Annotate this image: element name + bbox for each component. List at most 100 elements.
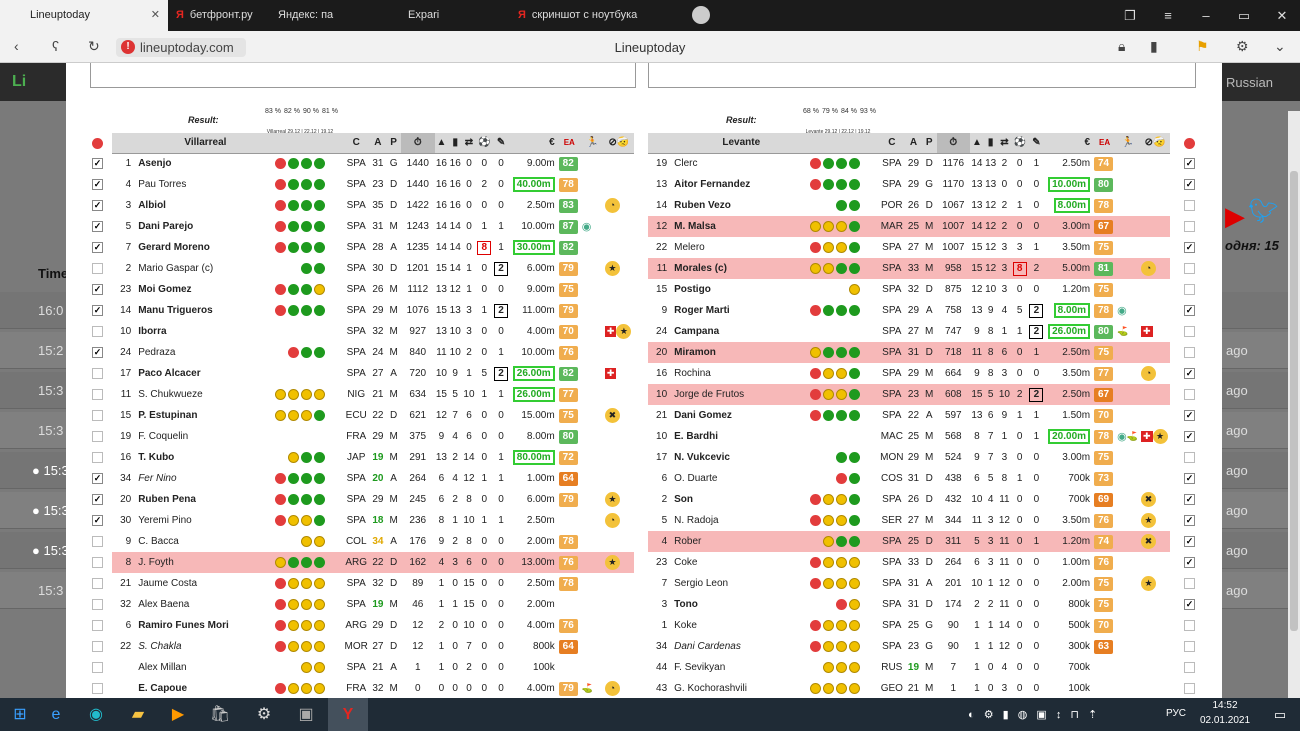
player-row[interactable]: 44 F. Sevikyan RUS 19 M 7 1 0 4 0 0 700k bbox=[648, 657, 1170, 678]
player-row[interactable]: 22 S. Chakla MOR 27 D 12 1 0 7 0 0 800k 64 bbox=[112, 636, 634, 657]
player-row[interactable]: 12 M. Malsa MAR 25 M 1007 14 12 2 0 0 3.00m 67 bbox=[648, 216, 1170, 237]
player-row[interactable]: E. Capoue FRA 32 M 0 0 0 0 0 0 4.00m 79 ⛳ ◔ bbox=[112, 678, 634, 698]
player-row[interactable]: 4 Rober SPA 25 D 311 5 3 11 0 1 1.20m 74 ✖ bbox=[648, 531, 1170, 552]
back-icon[interactable]: ‹ bbox=[14, 38, 19, 54]
page-scrollbar[interactable] bbox=[1288, 111, 1300, 698]
youtube-icon[interactable]: ▶ bbox=[1225, 201, 1245, 231]
player-row[interactable]: 30 Yeremi Pino SPA 18 M 236 8 1 10 1 1 2.50m ◔ bbox=[112, 510, 634, 531]
player-name[interactable]: Yeremi Pino bbox=[137, 510, 274, 531]
player-select-checkbox[interactable] bbox=[1184, 452, 1195, 463]
player-name[interactable]: Dani Parejo bbox=[137, 216, 274, 237]
notifications-icon[interactable]: ▭ bbox=[1273, 707, 1287, 722]
player-row[interactable]: 14 Ruben Vezo POR 26 D 1067 13 12 2 1 0 8.00m 78 bbox=[648, 195, 1170, 216]
player-name[interactable]: Mario Gaspar (c) bbox=[137, 258, 274, 279]
player-name[interactable]: Alex Baena bbox=[137, 594, 274, 615]
input-language[interactable]: РУС bbox=[1166, 708, 1187, 719]
player-row[interactable]: 23 Moi Gomez SPA 26 M 1112 13 12 1 0 0 9.00m 75 bbox=[112, 279, 634, 300]
player-name[interactable]: Dani Gomez bbox=[673, 405, 810, 426]
player-name[interactable]: Roger Marti bbox=[673, 300, 810, 321]
twitter-icon[interactable]: 🐦︎ bbox=[1248, 198, 1279, 225]
player-name[interactable]: Alex Millan bbox=[137, 657, 274, 678]
store-icon[interactable]: 🛍︎ bbox=[209, 706, 231, 723]
player-row[interactable]: 17 N. Vukcevic MON 29 M 524 9 7 3 0 0 3.00m 75 bbox=[648, 447, 1170, 468]
player-row[interactable]: 9 C. Bacca COL 34 A 176 9 2 8 0 0 2.00m 78 bbox=[112, 531, 634, 552]
player-select-checkbox[interactable] bbox=[1184, 179, 1195, 190]
player-name[interactable]: M. Malsa bbox=[673, 216, 810, 237]
player-select-checkbox[interactable] bbox=[1184, 305, 1195, 316]
player-row[interactable]: 16 Rochina SPA 29 M 664 9 8 3 0 0 3.50m 77 ◔ bbox=[648, 363, 1170, 384]
tab-lineuptoday[interactable]: Lineuptoday ✕ bbox=[0, 0, 168, 31]
player-name[interactable]: Clerc bbox=[673, 153, 810, 174]
player-select-checkbox[interactable] bbox=[92, 221, 103, 232]
maximize-icon[interactable]: ▭ bbox=[1237, 8, 1251, 23]
player-row[interactable]: 10 E. Bardhi MAC 25 M 568 8 7 1 0 1 20.00m 78 ◉⛳ ✚ ★ bbox=[648, 426, 1170, 447]
player-row[interactable]: 15 P. Estupinan ECU 22 D 621 12 7 6 0 0 15.00m 75 ✖ bbox=[112, 405, 634, 426]
player-row[interactable]: 5 Dani Parejo SPA 31 M 1243 14 14 0 1 1 10.00m 87 ◉ bbox=[112, 216, 634, 237]
player-row[interactable]: 14 Manu Trigueros SPA 29 M 1076 15 13 3 1 2 11.00m 7… bbox=[112, 300, 634, 321]
player-name[interactable]: T. Kubo bbox=[137, 447, 274, 468]
player-name[interactable]: Campana bbox=[673, 321, 810, 342]
player-select-checkbox[interactable] bbox=[92, 158, 103, 169]
player-row[interactable]: 3 Albiol SPA 35 D 1422 16 16 0 0 0 2.50m 83 ◔ bbox=[112, 195, 634, 216]
player-row[interactable]: Alex Millan SPA 21 A 1 1 0 2 0 0 100k bbox=[112, 657, 634, 678]
player-name[interactable]: C. Bacca bbox=[137, 531, 274, 552]
yandex-browser-icon[interactable]: Y bbox=[328, 698, 368, 731]
player-select-checkbox[interactable] bbox=[1184, 284, 1195, 295]
player-row[interactable]: 17 Paco Alcacer SPA 27 A 720 10 9 1 5 2 26.00m 82 ✚ bbox=[112, 363, 634, 384]
player-select-checkbox[interactable] bbox=[92, 326, 103, 337]
player-select-checkbox[interactable] bbox=[1184, 410, 1195, 421]
player-name[interactable]: J. Foyth bbox=[137, 552, 274, 573]
player-select-checkbox[interactable] bbox=[92, 179, 103, 190]
player-name[interactable]: E. Capoue bbox=[137, 678, 274, 698]
player-row[interactable]: 4 Pau Torres SPA 23 D 1440 16 16 0 2 0 40.00m 78 bbox=[112, 174, 634, 195]
tab-expari[interactable]: Expari bbox=[348, 0, 508, 31]
url-field[interactable]: ! lineuptoday.com bbox=[116, 38, 246, 57]
player-name[interactable]: E. Bardhi bbox=[673, 426, 810, 447]
player-name[interactable]: Albiol bbox=[137, 195, 274, 216]
player-name[interactable]: Rochina bbox=[673, 363, 810, 384]
app-icon[interactable]: ▣ bbox=[298, 706, 314, 723]
player-row[interactable]: 6 O. Duarte COS 31 D 438 6 5 8 1 0 700k 73 bbox=[648, 468, 1170, 489]
player-select-checkbox[interactable] bbox=[1184, 221, 1195, 232]
player-name[interactable]: Morales (c) bbox=[673, 258, 810, 279]
player-name[interactable]: Sergio Leon bbox=[673, 573, 810, 594]
player-name[interactable]: F. Coquelin bbox=[137, 426, 274, 447]
media-icon[interactable]: ▶ bbox=[171, 706, 185, 723]
player-select-checkbox[interactable] bbox=[1184, 389, 1195, 400]
player-select-checkbox[interactable] bbox=[92, 305, 103, 316]
player-select-checkbox[interactable] bbox=[92, 641, 103, 652]
reload-icon[interactable]: ↻ bbox=[88, 38, 100, 54]
player-select-checkbox[interactable] bbox=[1184, 536, 1195, 547]
player-row[interactable]: 34 Dani Cardenas SPA 23 G 90 1 1 12 0 0 300k 63 bbox=[648, 636, 1170, 657]
player-row[interactable]: 10 Iborra SPA 32 M 927 13 10 3 0 0 4.00m 70 ✚ ★ bbox=[112, 321, 634, 342]
explorer-icon[interactable]: ▰ bbox=[131, 706, 145, 723]
player-select-checkbox[interactable] bbox=[92, 410, 103, 421]
player-row[interactable]: 8 J. Foyth ARG 22 D 162 4 3 6 0 0 13.00m 76 ★ bbox=[112, 552, 634, 573]
player-row[interactable]: 32 Alex Baena SPA 19 M 46 1 1 15 0 0 2.00m bbox=[112, 594, 634, 615]
player-select-checkbox[interactable] bbox=[92, 242, 103, 253]
player-row[interactable]: 23 Coke SPA 33 D 264 6 3 11 0 0 1.00m 76 bbox=[648, 552, 1170, 573]
player-select-checkbox[interactable] bbox=[1184, 473, 1195, 484]
player-row[interactable]: 11 Morales (c) SPA 33 M 958 15 12 3 8 2 5.00m 81 ◔ bbox=[648, 258, 1170, 279]
player-row[interactable]: 24 Pedraza SPA 24 M 840 11 10 2 0 1 10.00m 76 bbox=[112, 342, 634, 363]
player-row[interactable]: 11 S. Chukwueze NIG 21 M 634 15 5 10 1 1 26.00m 77 bbox=[112, 384, 634, 405]
windows-start-icon[interactable]: ⊞ bbox=[13, 706, 27, 723]
settings-icon[interactable]: ⚙ bbox=[256, 706, 272, 723]
close-icon[interactable]: ✕ bbox=[150, 9, 160, 21]
player-row[interactable]: 21 Dani Gomez SPA 22 A 597 13 6 9 1 1 1.50m 70 bbox=[648, 405, 1170, 426]
player-select-checkbox[interactable] bbox=[1184, 662, 1195, 673]
player-select-checkbox[interactable] bbox=[92, 557, 103, 568]
player-name[interactable]: Jaume Costa bbox=[137, 573, 274, 594]
ie-icon[interactable]: e bbox=[51, 706, 61, 723]
player-select-checkbox[interactable] bbox=[92, 389, 103, 400]
away-select-all-dot[interactable] bbox=[1184, 138, 1195, 149]
player-select-checkbox[interactable] bbox=[92, 431, 103, 442]
player-select-checkbox[interactable] bbox=[1184, 515, 1195, 526]
player-row[interactable]: 2 Mario Gaspar (c) SPA 30 D 1201 15 14 1 0 2 6.00m 7… bbox=[112, 258, 634, 279]
player-row[interactable]: 19 F. Coquelin FRA 29 M 375 9 4 6 0 0 8.00m 80 bbox=[112, 426, 634, 447]
player-select-checkbox[interactable] bbox=[92, 620, 103, 631]
player-name[interactable]: F. Sevikyan bbox=[673, 657, 810, 678]
player-row[interactable]: 1 Koke SPA 25 G 90 1 1 14 0 0 500k 70 bbox=[648, 615, 1170, 636]
